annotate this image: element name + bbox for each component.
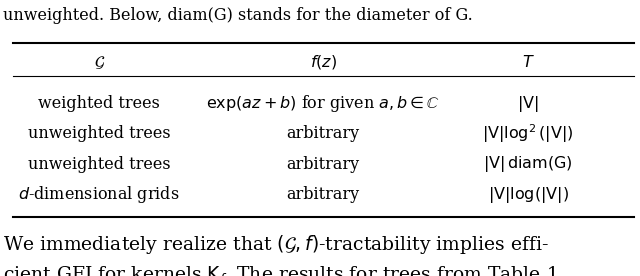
Text: $\exp(az + b)$ for given $a, b \in \mathbb{C}$: $\exp(az + b)$ for given $a, b \in \math… bbox=[206, 93, 440, 114]
Text: $|\mathrm{V}|\log(|\mathrm{V}|)$: $|\mathrm{V}|\log(|\mathrm{V}|)$ bbox=[488, 185, 568, 205]
Text: $|\mathrm{V}|\,\mathrm{diam}(\mathrm{G})$: $|\mathrm{V}|\,\mathrm{diam}(\mathrm{G})… bbox=[483, 154, 573, 174]
Text: arbitrary: arbitrary bbox=[287, 186, 360, 203]
Text: cient GFI for kernels $\mathrm{K}_f$. The results for trees from Table 1: cient GFI for kernels $\mathrm{K}_f$. Th… bbox=[3, 265, 557, 276]
Text: arbitrary: arbitrary bbox=[287, 125, 360, 142]
Text: We immediately realize that $(\mathcal{G}, f)$-tractability implies effi-: We immediately realize that $(\mathcal{G… bbox=[3, 233, 549, 256]
Text: weighted trees: weighted trees bbox=[38, 95, 160, 112]
Text: arbitrary: arbitrary bbox=[287, 156, 360, 173]
Text: unweighted. Below, diam(G) stands for the diameter of G.: unweighted. Below, diam(G) stands for th… bbox=[3, 7, 473, 24]
Text: $T$: $T$ bbox=[522, 54, 534, 71]
Text: $d$-dimensional grids: $d$-dimensional grids bbox=[19, 184, 180, 205]
Text: $\mathcal{G}$: $\mathcal{G}$ bbox=[93, 54, 105, 71]
Text: unweighted trees: unweighted trees bbox=[28, 156, 170, 173]
Text: unweighted trees: unweighted trees bbox=[28, 125, 170, 142]
Text: $f(z)$: $f(z)$ bbox=[310, 53, 337, 71]
Text: $|\mathrm{V}|$: $|\mathrm{V}|$ bbox=[517, 94, 539, 113]
Text: $|\mathrm{V}|\log^2(|\mathrm{V}|)$: $|\mathrm{V}|\log^2(|\mathrm{V}|)$ bbox=[483, 123, 573, 145]
